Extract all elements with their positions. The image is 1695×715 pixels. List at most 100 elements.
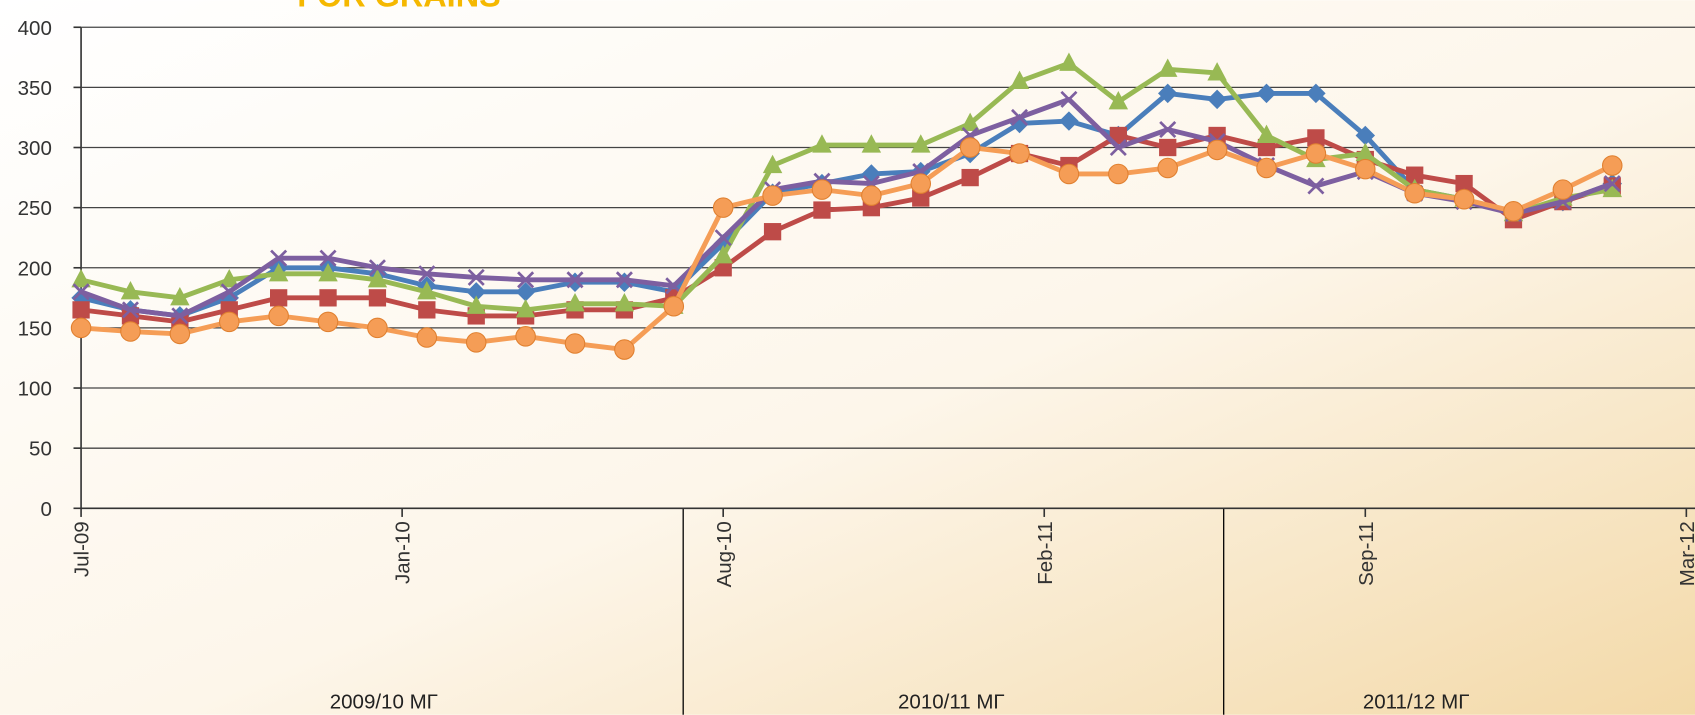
point [1355, 142, 1376, 162]
point [1207, 89, 1227, 110]
point [1603, 175, 1621, 193]
point [467, 268, 485, 286]
point [219, 268, 239, 288]
point [121, 301, 139, 319]
point [1108, 163, 1129, 185]
period-label: 2009/10 МГ [330, 690, 438, 713]
point [1159, 120, 1177, 139]
point [961, 168, 979, 187]
point [1206, 139, 1228, 161]
point [1109, 138, 1127, 157]
point [319, 249, 337, 267]
point [1157, 157, 1178, 179]
point [71, 268, 91, 288]
point [762, 185, 783, 206]
point [1257, 138, 1276, 157]
point [1109, 126, 1127, 145]
point [171, 307, 189, 325]
point [317, 311, 339, 333]
x-tick-label: Jul-09 [71, 521, 94, 577]
point [663, 295, 685, 317]
point [1453, 188, 1475, 210]
y-tick-label: 150 [18, 317, 52, 340]
point [1207, 62, 1227, 81]
point [268, 262, 289, 282]
point [1552, 179, 1574, 200]
point [615, 271, 633, 289]
point [614, 339, 635, 360]
point [912, 189, 930, 207]
point [270, 249, 288, 267]
point [1307, 177, 1325, 195]
point [614, 293, 635, 312]
x-tick-label: Feb-11 [1034, 521, 1057, 584]
point [318, 262, 338, 282]
point [218, 311, 240, 333]
point [1059, 111, 1079, 131]
point [1009, 143, 1030, 164]
point [712, 197, 734, 218]
point [170, 287, 190, 306]
point [418, 301, 436, 319]
point [70, 317, 92, 339]
x-tick-label: Mar-12 [1676, 521, 1695, 586]
point [1256, 83, 1277, 104]
point [1306, 83, 1326, 104]
point [72, 283, 90, 301]
point [268, 305, 289, 327]
point [1406, 166, 1424, 184]
point [466, 282, 486, 302]
series-line [80, 60, 1613, 313]
chart-title: FOR GRAINS [297, 0, 500, 14]
point [763, 223, 782, 241]
point [812, 134, 832, 153]
point [811, 179, 833, 200]
y-tick-label: 350 [18, 77, 52, 100]
point [72, 301, 90, 319]
y-tick-label: 50 [29, 438, 52, 461]
y-tick-label: 0 [40, 498, 51, 521]
point [269, 289, 288, 307]
period-label: 2011/12 МГ [1363, 690, 1470, 713]
point [120, 321, 141, 342]
point [1602, 178, 1622, 198]
point [1011, 108, 1029, 126]
point [515, 299, 536, 318]
point [959, 137, 981, 158]
point [861, 134, 882, 153]
point [1355, 158, 1376, 180]
y-tick-label: 400 [18, 17, 52, 40]
point [1256, 157, 1277, 179]
point [911, 134, 931, 153]
point [368, 289, 387, 307]
point [1058, 163, 1080, 185]
point [1157, 83, 1178, 104]
point [319, 289, 337, 307]
y-tick-label: 200 [18, 257, 52, 280]
y-tick-label: 250 [18, 197, 52, 220]
point [960, 112, 980, 132]
point [762, 154, 783, 174]
x-tick-label: Jan-10 [392, 521, 415, 584]
point [1009, 70, 1030, 89]
point [1601, 155, 1623, 176]
point [861, 185, 882, 206]
point [416, 327, 438, 348]
y-tick-label: 100 [18, 378, 52, 401]
x-tick-label: Aug-10 [713, 521, 736, 587]
point [120, 281, 141, 300]
point [565, 293, 585, 312]
point [515, 282, 536, 302]
point [714, 229, 732, 247]
x-tick-label: Sep-11 [1355, 521, 1378, 586]
point [1307, 129, 1325, 147]
point [367, 317, 388, 339]
point [465, 332, 487, 353]
point [566, 271, 584, 289]
point [713, 244, 733, 264]
period-label: 2010/11 МГ [898, 690, 1005, 713]
point [417, 281, 437, 300]
point [418, 265, 436, 283]
y-tick-label: 300 [18, 137, 52, 160]
